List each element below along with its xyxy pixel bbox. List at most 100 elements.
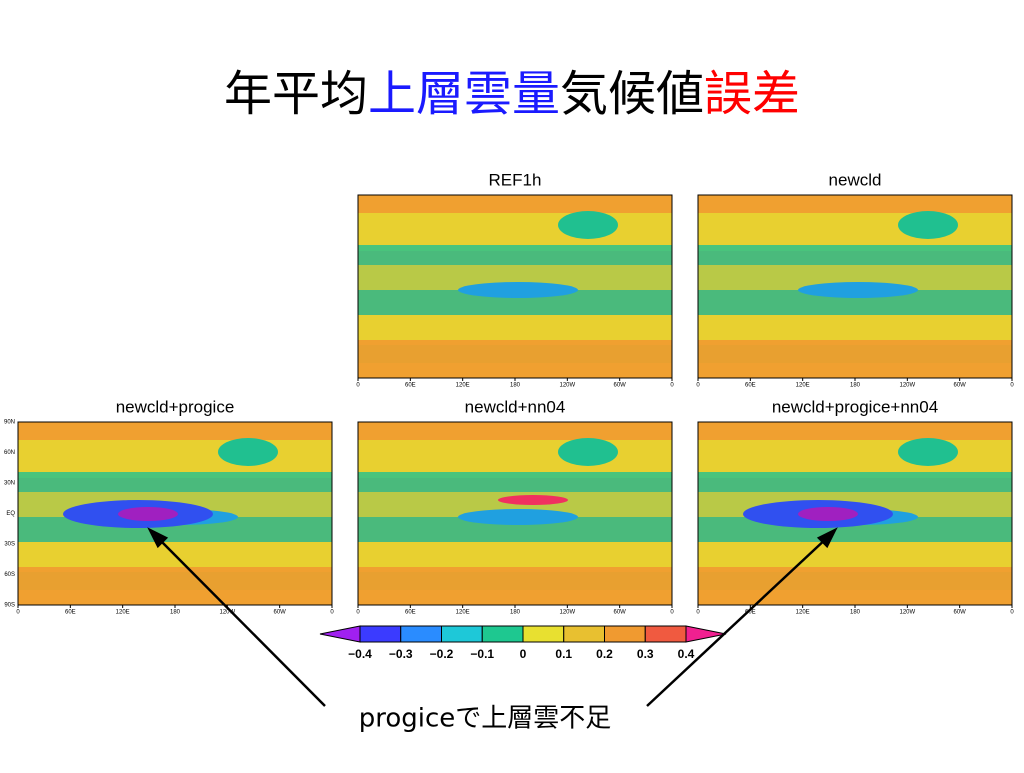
colorbar-label: −0.3 <box>389 647 413 661</box>
lon-tick-label: 120E <box>796 610 810 616</box>
arrow-head <box>816 527 838 549</box>
lon-tick-label: 0 <box>1010 383 1014 389</box>
colorbar-label: −0.2 <box>430 647 454 661</box>
band <box>358 542 672 567</box>
colorbar-label: −0.4 <box>348 647 372 661</box>
lon-tick-label: 60E <box>65 610 76 616</box>
band <box>18 572 332 590</box>
colorbar-box <box>604 625 646 643</box>
lon-tick-label: 60W <box>953 383 966 389</box>
patch <box>798 282 918 298</box>
lon-tick-label: 180 <box>510 610 521 616</box>
band <box>698 315 1012 340</box>
band <box>698 213 1012 251</box>
lon-tick-label: 120W <box>219 610 235 616</box>
colorbar-box <box>563 625 605 643</box>
colorbar-label: 0.2 <box>596 647 613 661</box>
band <box>698 572 1012 590</box>
lon-tick-label: 60E <box>405 383 416 389</box>
lon-tick-label: 0 <box>670 383 674 389</box>
lon-tick-label: 0 <box>16 610 20 616</box>
arrow <box>155 535 326 707</box>
lat-tick-label: 30N <box>4 481 15 487</box>
panel-title: newcld+progice <box>116 397 235 416</box>
lon-tick-label: 180 <box>510 383 521 389</box>
band <box>358 440 672 478</box>
band <box>698 440 1012 478</box>
title-part: 誤差 <box>704 66 800 122</box>
lon-tick-label: 180 <box>850 610 861 616</box>
arrows <box>147 527 838 707</box>
panel-title: newcld+progice+nn04 <box>772 397 938 416</box>
panel-title: REF1h <box>489 170 542 189</box>
lon-tick-label: 0 <box>696 383 700 389</box>
lon-tick-label: 60E <box>745 610 756 616</box>
map-panel: newcld+nn04 0 60E 120E 180 120W 60W 0 <box>356 397 674 615</box>
lon-tick-label: 0 <box>670 610 674 616</box>
lon-tick-label: 0 <box>356 383 360 389</box>
map-field <box>698 422 1012 605</box>
lon-tick-label: 0 <box>1010 610 1014 616</box>
colorbar: −0.4 −0.3 −0.2 −0.1 0 0.1 0.2 0.3 0.4 <box>319 625 727 661</box>
panel-title: newcld <box>829 170 882 189</box>
map-panel: newcld+progice+nn04 0 60E 120E 180 120W 60W 0 <box>696 397 1014 615</box>
patch <box>898 438 958 466</box>
colorbar-label: 0.4 <box>678 647 695 661</box>
lon-tick-label: 120E <box>456 610 470 616</box>
band <box>698 345 1012 363</box>
colorbar-box <box>522 625 565 643</box>
lat-tick-label: 60S <box>4 572 15 578</box>
band <box>358 572 672 590</box>
colorbar-box <box>481 625 524 643</box>
lat-tick-label: 90N <box>4 420 15 426</box>
arrow <box>646 535 830 707</box>
colorbar-box <box>644 625 687 643</box>
lon-tick-label: 60W <box>613 383 626 389</box>
lon-tick-label: 60W <box>613 610 626 616</box>
lon-tick-label: 60E <box>745 383 756 389</box>
lon-tick-label: 60W <box>953 610 966 616</box>
patch <box>458 509 578 525</box>
map-panel: newcld+progice 0 60E 120E 180 120W 60W 0 90N 60N 3… <box>4 397 334 615</box>
colorbar-label: 0 <box>520 647 527 661</box>
lon-tick-label: 120E <box>796 383 810 389</box>
colorbar-box <box>441 625 483 643</box>
band <box>698 542 1012 567</box>
lon-tick-label: 120W <box>559 383 575 389</box>
title-part: 気候値 <box>560 66 704 122</box>
band <box>18 440 332 478</box>
patch <box>118 507 178 521</box>
lon-tick-label: 0 <box>330 610 334 616</box>
lon-tick-label: 60W <box>273 610 286 616</box>
map-field <box>358 195 672 378</box>
patch <box>798 507 858 521</box>
title-part: 上層雲量 <box>368 66 560 122</box>
lon-tick-label: 120E <box>116 610 130 616</box>
colorbar-box <box>359 625 402 643</box>
patch <box>218 438 278 466</box>
band <box>358 213 672 251</box>
map-panel: newcld 0 60E 120E 180 120W 60W 0 <box>696 170 1014 388</box>
colorbar-box <box>400 625 442 643</box>
colorbar-label: 0.3 <box>637 647 654 661</box>
title-part: 年平均 <box>224 66 368 122</box>
panels: REF1h 0 60E 120E 180 120W 60W 0 newcld 0 60E 120E 18… <box>4 170 1014 615</box>
band <box>358 315 672 340</box>
patch <box>558 211 618 239</box>
slide-title: 年平均上層雲量気候値誤差 <box>224 66 800 122</box>
lon-tick-label: 120W <box>899 610 915 616</box>
map-field <box>698 195 1012 378</box>
lon-tick-label: 120E <box>456 383 470 389</box>
lat-tick-label: EQ <box>6 511 15 517</box>
colorbar-label: 0.1 <box>555 647 572 661</box>
lon-tick-label: 120W <box>559 610 575 616</box>
lat-tick-label: 30S <box>4 542 15 548</box>
arrow-head <box>147 527 169 549</box>
lat-tick-label: 90S <box>4 603 15 609</box>
colorbar-label: −0.1 <box>470 647 494 661</box>
lon-tick-label: 0 <box>356 610 360 616</box>
map-panel: REF1h 0 60E 120E 180 120W 60W 0 <box>356 170 674 388</box>
lon-tick-label: 180 <box>170 610 181 616</box>
annotation: progiceで上層雲不足 <box>359 704 612 734</box>
